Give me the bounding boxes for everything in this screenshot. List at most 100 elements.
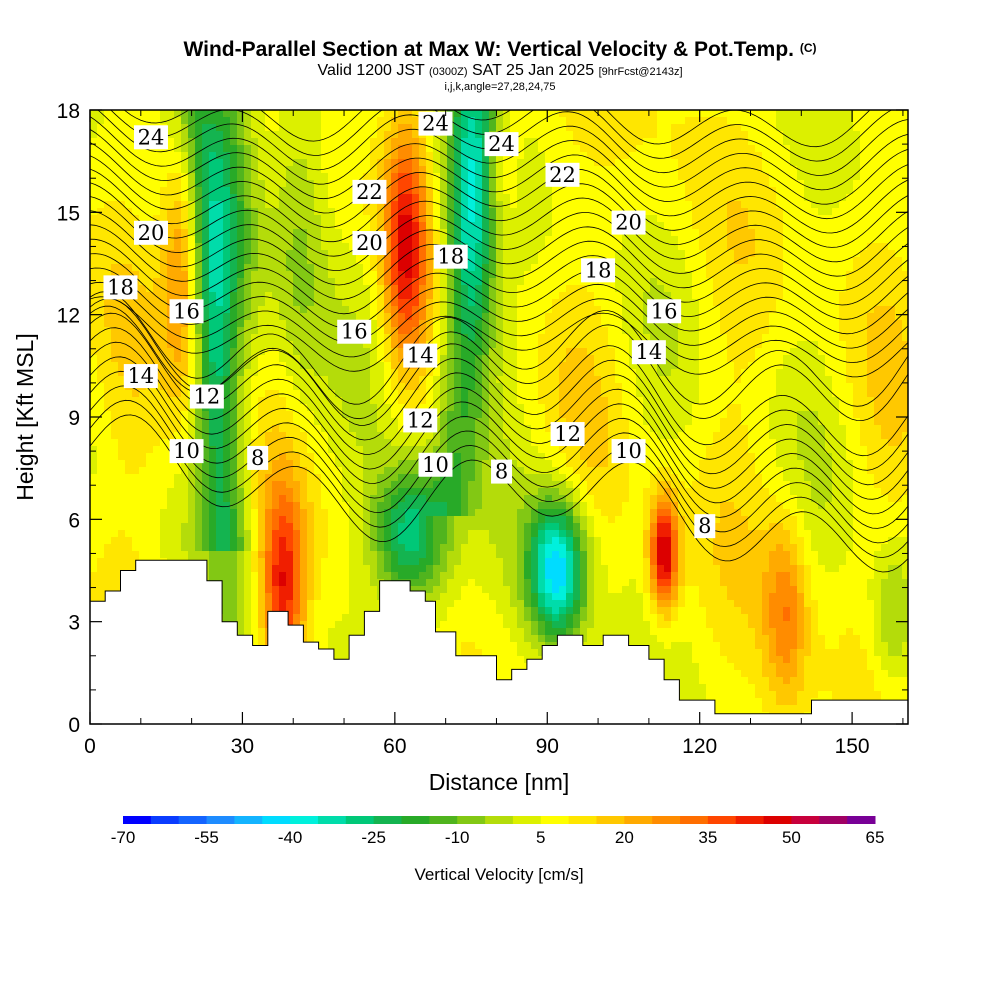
- velocity-cell: [405, 271, 413, 279]
- velocity-cell: [594, 117, 602, 125]
- velocity-cell: [825, 362, 833, 370]
- velocity-cell: [601, 320, 609, 328]
- velocity-cell: [139, 173, 147, 181]
- velocity-cell: [489, 173, 497, 181]
- velocity-cell: [531, 320, 539, 328]
- velocity-cell: [426, 278, 434, 286]
- velocity-cell: [874, 208, 882, 216]
- velocity-cell: [118, 215, 126, 223]
- velocity-cell: [881, 166, 889, 174]
- velocity-cell: [804, 341, 812, 349]
- velocity-cell: [573, 257, 581, 265]
- velocity-cell: [867, 341, 875, 349]
- velocity-cell: [706, 320, 714, 328]
- velocity-cell: [405, 166, 413, 174]
- velocity-cell: [153, 152, 161, 160]
- velocity-cell: [461, 341, 469, 349]
- velocity-cell: [398, 383, 406, 391]
- velocity-cell: [692, 201, 700, 209]
- velocity-cell: [853, 173, 861, 181]
- velocity-cell: [391, 166, 399, 174]
- velocity-cell: [531, 229, 539, 237]
- velocity-cell: [412, 152, 420, 160]
- velocity-cell: [447, 306, 455, 314]
- velocity-cell: [881, 369, 889, 377]
- velocity-cell: [489, 110, 497, 118]
- velocity-cell: [776, 243, 784, 251]
- velocity-cell: [594, 362, 602, 370]
- velocity-cell: [398, 250, 406, 258]
- velocity-cell: [545, 131, 553, 139]
- velocity-cell: [335, 215, 343, 223]
- velocity-cell: [531, 348, 539, 356]
- velocity-cell: [482, 306, 490, 314]
- forecast-info: [9hrFcst@2143z]: [598, 66, 683, 78]
- velocity-cell: [342, 215, 350, 223]
- velocity-cell: [811, 194, 819, 202]
- velocity-cell: [412, 208, 420, 216]
- velocity-cell: [356, 362, 364, 370]
- velocity-cell: [405, 404, 413, 412]
- velocity-cell: [797, 145, 805, 153]
- velocity-cell: [643, 229, 651, 237]
- velocity-cell: [230, 173, 238, 181]
- velocity-cell: [111, 390, 119, 398]
- velocity-cell: [853, 138, 861, 146]
- velocity-cell: [608, 334, 616, 342]
- velocity-cell: [223, 194, 231, 202]
- velocity-cell: [342, 285, 350, 293]
- velocity-cell: [692, 376, 700, 384]
- velocity-cell: [552, 194, 560, 202]
- velocity-cell: [258, 201, 266, 209]
- velocity-cell: [755, 376, 763, 384]
- velocity-cell: [706, 348, 714, 356]
- velocity-cell: [125, 131, 133, 139]
- velocity-cell: [160, 257, 168, 265]
- velocity-cell: [503, 306, 511, 314]
- velocity-cell: [769, 355, 777, 363]
- velocity-cell: [902, 180, 908, 188]
- velocity-cell: [265, 383, 273, 391]
- velocity-cell: [650, 383, 658, 391]
- velocity-cell: [664, 390, 672, 398]
- velocity-cell: [160, 376, 168, 384]
- velocity-cell: [349, 173, 357, 181]
- velocity-cell: [174, 348, 182, 356]
- velocity-cell: [258, 334, 266, 342]
- velocity-cell: [825, 390, 833, 398]
- velocity-cell: [888, 145, 896, 153]
- velocity-cell: [671, 117, 679, 125]
- velocity-cell: [790, 145, 798, 153]
- velocity-cell: [853, 208, 861, 216]
- velocity-cell: [818, 187, 826, 195]
- velocity-cell: [489, 334, 497, 342]
- velocity-cell: [286, 180, 294, 188]
- velocity-cell: [370, 278, 378, 286]
- velocity-cell: [762, 369, 770, 377]
- velocity-cell: [202, 313, 210, 321]
- velocity-cell: [762, 383, 770, 391]
- velocity-cell: [349, 271, 357, 279]
- velocity-cell: [440, 327, 448, 335]
- velocity-cell: [734, 187, 742, 195]
- velocity-cell: [174, 341, 182, 349]
- velocity-cell: [384, 369, 392, 377]
- velocity-cell: [314, 306, 322, 314]
- velocity-cell: [853, 236, 861, 244]
- velocity-cell: [160, 271, 168, 279]
- velocity-cell: [902, 271, 908, 279]
- velocity-cell: [580, 250, 588, 258]
- velocity-cell: [769, 166, 777, 174]
- velocity-cell: [895, 166, 903, 174]
- velocity-cell: [832, 194, 840, 202]
- velocity-cell: [202, 194, 210, 202]
- velocity-cell: [825, 173, 833, 181]
- velocity-cell: [678, 313, 686, 321]
- velocity-cell: [769, 320, 777, 328]
- velocity-cell: [356, 138, 364, 146]
- velocity-cell: [846, 194, 854, 202]
- velocity-cell: [153, 404, 161, 412]
- velocity-cell: [713, 110, 721, 118]
- velocity-cell: [118, 271, 126, 279]
- velocity-cell: [335, 229, 343, 237]
